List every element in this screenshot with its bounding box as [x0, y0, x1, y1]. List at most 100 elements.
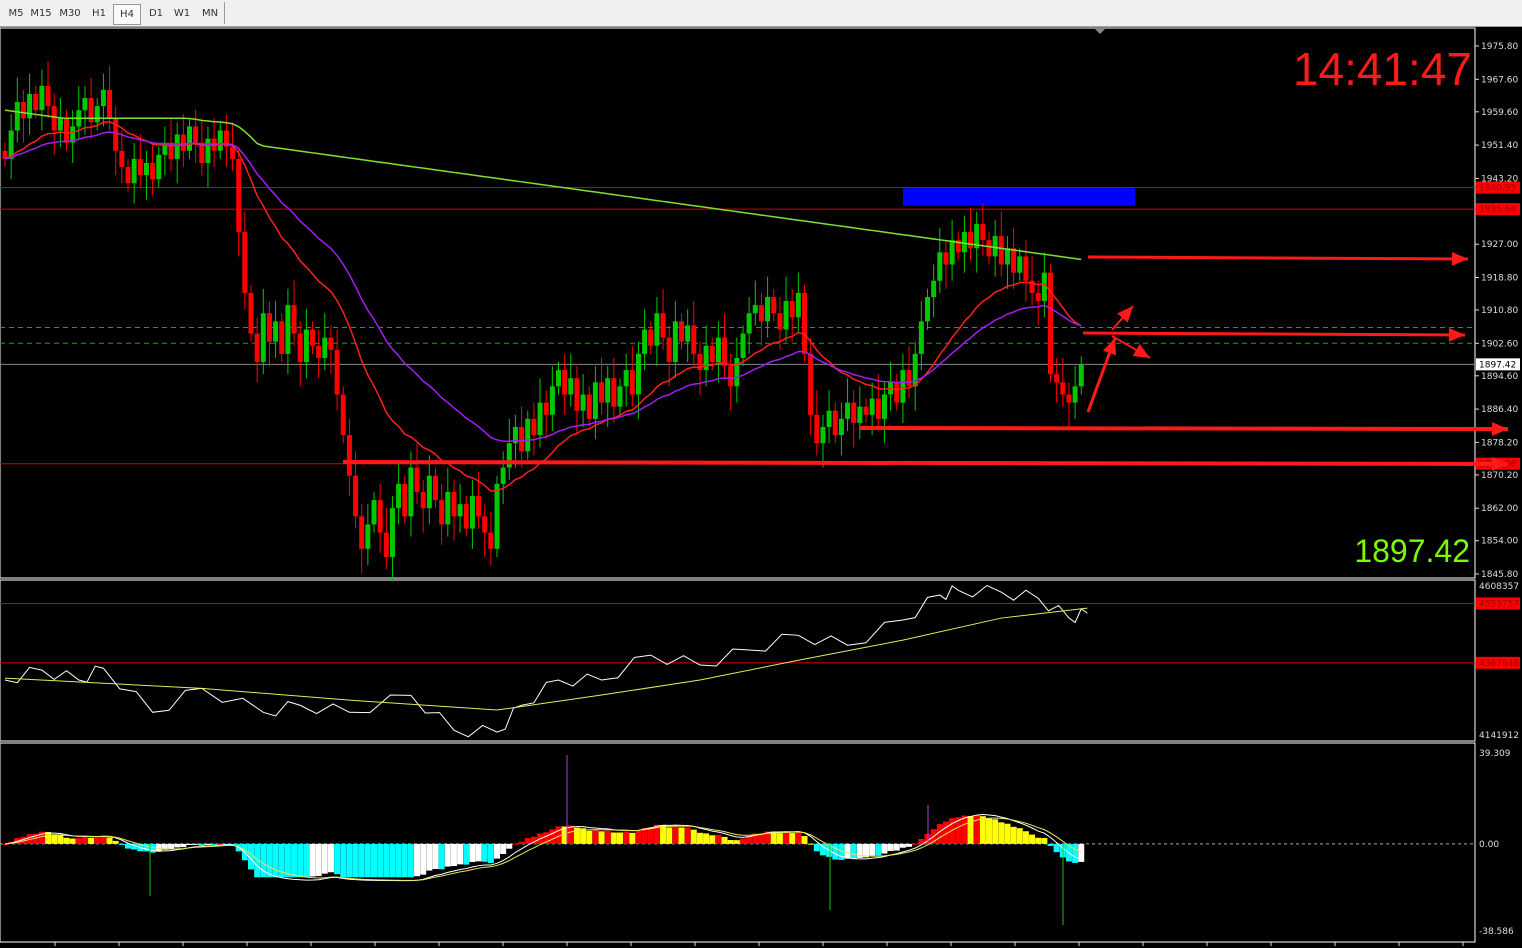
macd-histogram-bar [733, 840, 740, 844]
y-tick-label: 1902.60 [1481, 339, 1518, 349]
macd-histogram-bar [334, 843, 341, 875]
macd-tick-label: -38.586 [1479, 927, 1514, 937]
candle-body [223, 130, 229, 147]
macd-histogram-bar [1022, 831, 1029, 844]
candle [863, 398, 869, 423]
candle [254, 317, 260, 383]
candle [469, 479, 475, 549]
candle-body [1041, 272, 1047, 302]
candle-body [672, 321, 678, 362]
candle-body [679, 321, 684, 342]
candle-body [174, 134, 180, 159]
candle-body [51, 106, 57, 131]
candle-body [943, 252, 949, 265]
candle-body [1029, 280, 1035, 293]
candle-body [14, 102, 20, 131]
candle-body [851, 402, 857, 423]
macd-histogram-bar [272, 843, 279, 878]
candle [119, 130, 125, 184]
candle-body [371, 500, 377, 525]
y-tick-label: 1927.00 [1481, 240, 1518, 250]
macd-histogram-bar [598, 831, 605, 844]
candle-body [1011, 248, 1017, 273]
macd-histogram-bar [783, 832, 790, 844]
candle [635, 341, 641, 419]
macd-histogram-bar [512, 843, 519, 845]
macd-histogram-bar [346, 843, 353, 878]
macd-histogram-bar [174, 843, 181, 848]
candle [672, 301, 678, 379]
candle [758, 292, 764, 346]
candle-body [648, 329, 654, 346]
macd-histogram-bar [106, 837, 113, 844]
candle [986, 232, 992, 265]
candle-body [574, 378, 580, 411]
timeframe-w1[interactable]: W1 [173, 8, 191, 19]
macd-histogram-bar [986, 818, 992, 844]
macd-histogram-bar [801, 836, 808, 844]
macd-histogram-bar [567, 825, 574, 844]
candle [937, 227, 943, 293]
macd-histogram-bar [186, 843, 193, 845]
macd-histogram-bar [727, 840, 734, 844]
timeframe-m5[interactable]: M5 [8, 8, 24, 19]
macd-histogram-bar [690, 829, 697, 844]
timeframe-mn[interactable]: MN [201, 8, 219, 19]
candle [789, 288, 795, 342]
candle-body [980, 223, 986, 241]
macd-histogram-bar [426, 843, 433, 871]
candle-body [39, 85, 45, 111]
candle-body [752, 305, 758, 314]
macd-histogram-bar [863, 843, 869, 858]
red-arrow-line [1087, 255, 1469, 261]
candle-body [236, 158, 242, 233]
timeframe-h1[interactable]: H1 [92, 8, 106, 19]
candle [359, 504, 365, 574]
candle-body [623, 370, 629, 387]
y-tick-label: 1894.60 [1481, 372, 1518, 382]
macd-histogram-bar [623, 831, 630, 844]
candle [525, 410, 531, 460]
timeframe-m15[interactable]: M15 [30, 8, 52, 19]
macd-tick-label: 0.00 [1479, 840, 1499, 850]
candle-body [795, 292, 801, 318]
candle [353, 451, 359, 529]
candle [771, 288, 777, 322]
timeframe-d1[interactable]: D1 [148, 8, 164, 19]
macd-histogram-bar [1053, 843, 1060, 853]
candle [722, 313, 728, 379]
candle [795, 272, 801, 334]
candle [180, 114, 186, 168]
candle-body [556, 370, 561, 387]
candle [199, 118, 205, 176]
macd-histogram-bar [506, 843, 513, 849]
candle [426, 455, 432, 525]
timeframe-m30[interactable]: M30 [59, 8, 81, 19]
candle-body [303, 329, 309, 362]
macd-histogram-bar [875, 843, 882, 856]
candle [2, 142, 8, 168]
macd-histogram-bar [838, 843, 845, 860]
red-arrowhead-icon [1102, 338, 1117, 356]
candle [1004, 236, 1010, 289]
timeframe-h4[interactable]: H4 [113, 4, 141, 25]
ma-fast-line [4, 121, 1082, 492]
candle [599, 357, 605, 415]
candle-body [918, 321, 924, 354]
macd-histogram-bar [869, 843, 876, 856]
candle-body [586, 394, 592, 419]
candle [420, 479, 426, 533]
candle [260, 288, 266, 375]
y-tick-label: 1943.20 [1481, 174, 1518, 184]
candle-body [248, 292, 254, 334]
macd-histogram-bar [795, 832, 802, 844]
macd-tick-label: 39.309 [1479, 749, 1511, 759]
candle [316, 329, 322, 379]
candle [654, 297, 660, 367]
macd-histogram-bar [358, 843, 365, 878]
macd-histogram-bar [1078, 843, 1085, 862]
candle-body [143, 162, 149, 176]
macd-histogram-bar [278, 843, 285, 878]
candle [64, 110, 69, 151]
